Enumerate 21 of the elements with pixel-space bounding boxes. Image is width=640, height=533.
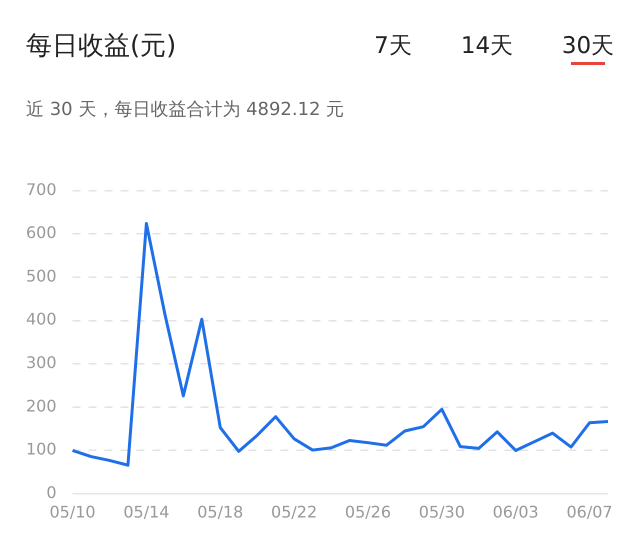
y-tick-label: 300 [26,353,57,372]
y-tick-label: 700 [26,180,57,199]
chart-subtitle: 近 30 天，每日收益合计为 4892.12 元 [26,98,344,121]
y-tick-label: 0 [46,482,57,502]
text: 14天 [460,32,514,61]
y-tick-label: 600 [26,223,57,242]
x-tick-label: 05/30 [418,502,465,522]
y-tick-label: 100 [26,440,57,459]
y-tick-label: 500 [26,266,57,286]
x-tick-label: 05/10 [49,502,96,522]
x-tick-label: 05/26 [344,502,392,522]
x-tick-label: 05/22 [271,502,318,522]
x-tick-label: 06/07 [566,502,613,522]
text: 30天 [560,32,616,61]
x-tick-label: 05/18 [197,502,244,522]
x-tick-label: 05/14 [123,502,170,522]
chart-title: 每日收益(元) [26,30,176,63]
y-tick-label: 400 [26,310,57,329]
text: 7天 [373,32,413,61]
x-tick-label: 06/03 [492,502,539,522]
y-tick-label: 200 [26,396,57,416]
